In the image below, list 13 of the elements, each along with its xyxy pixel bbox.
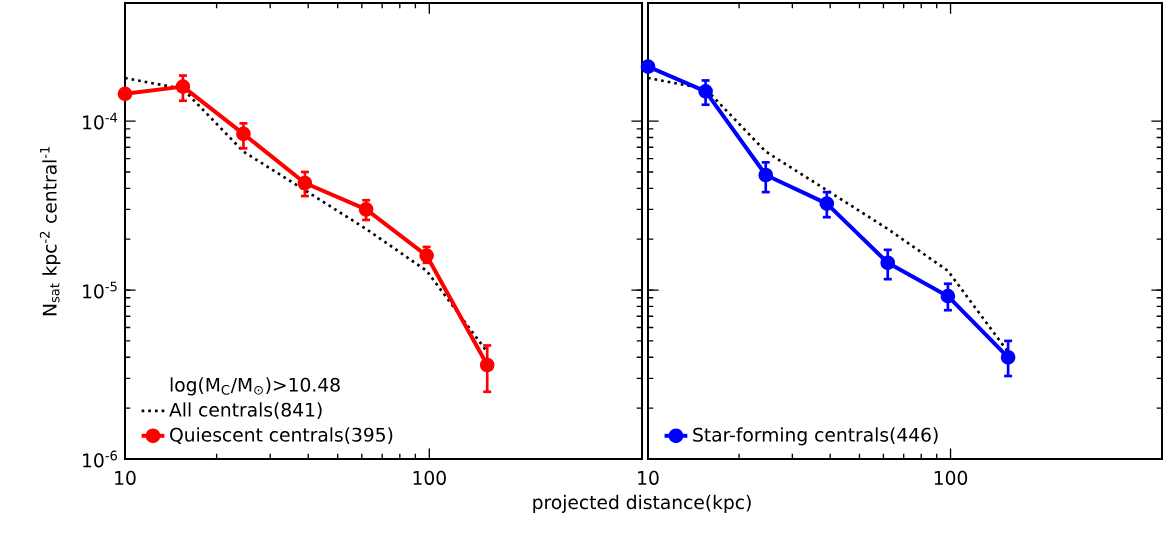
y-tick-label: 10$^{-4}$	[83, 112, 118, 130]
legend-label: All centrals(841)	[169, 402, 322, 419]
x-tick-label: 10	[638, 470, 659, 485]
legend-title: log(M$_{C}$/M$_{⊙}$)>10.48	[170, 377, 340, 396]
x-axis-title: projected distance(kpc)	[533, 494, 751, 513]
x-tick-label: 100	[934, 470, 968, 485]
legend-label: Star-forming centrals(446)	[693, 427, 938, 446]
y-tick-label: 10$^{-5}$	[83, 281, 117, 299]
x-tick-label: 100	[413, 470, 446, 485]
legend-label: Quiescent centrals(395)	[170, 427, 393, 444]
y-axis-title: N$_{sat}$ kpc$^{-2}$ central$^{-1}$	[39, 146, 61, 316]
y-tick-label: 10$^{-6}$	[83, 450, 118, 468]
x-tick-label: 10	[115, 470, 136, 485]
